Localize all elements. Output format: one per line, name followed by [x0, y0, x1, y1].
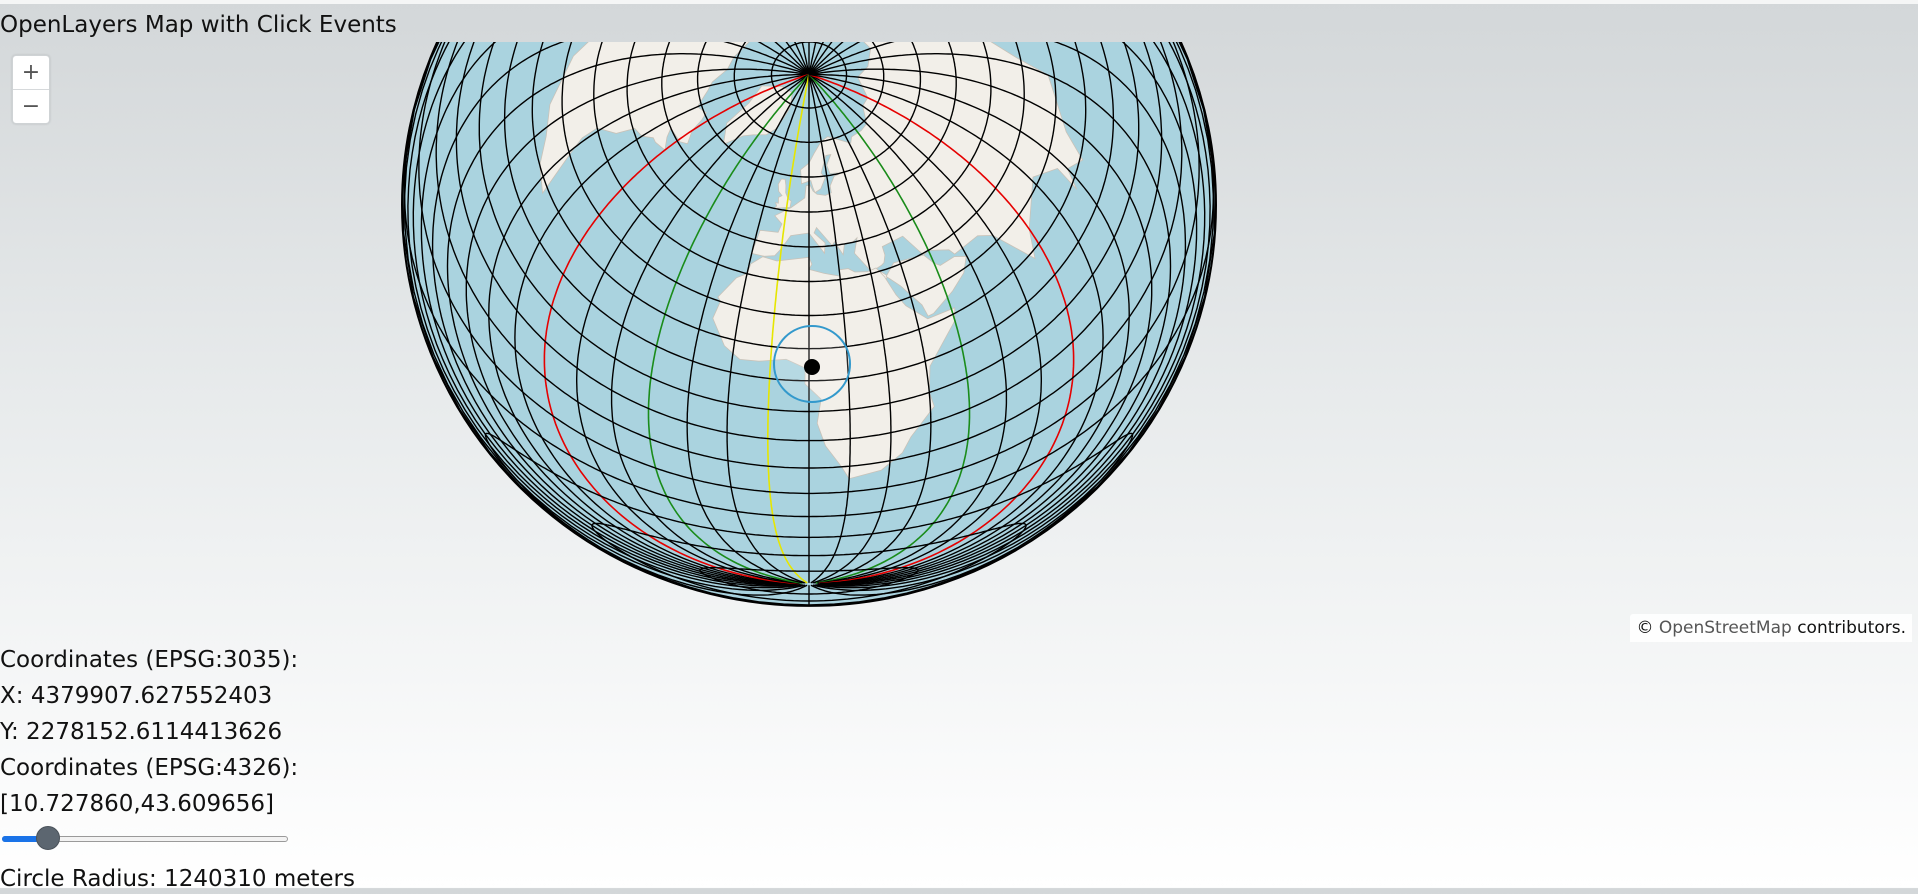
zoom-out-button[interactable]: −	[13, 89, 49, 123]
parallel-line	[484, 432, 1134, 606]
parallel-line	[626, 42, 992, 248]
meridian-line	[808, 42, 1198, 586]
parallel-line	[593, 42, 1025, 283]
parallel-line	[770, 42, 848, 109]
parallel-line	[478, 42, 1140, 413]
meridian-line	[407, 42, 810, 589]
parallel-line	[503, 42, 1115, 382]
parallel-line	[699, 566, 919, 595]
openstreetmap-link[interactable]: OpenStreetMap	[1658, 618, 1792, 638]
parallel-line	[403, 42, 1215, 518]
attribution-suffix: contributors.	[1797, 618, 1906, 638]
zoom-in-button[interactable]: +	[21, 60, 41, 85]
meridian-line	[431, 42, 810, 586]
coord-y: Y: 2278152.6114413626	[0, 719, 283, 745]
parallel-line	[661, 42, 957, 213]
radius-slider[interactable]	[0, 826, 290, 850]
parallel-line	[733, 42, 885, 143]
map-viewport[interactable]: + − © OpenStreetMap contributors.	[0, 42, 1918, 642]
coords-3035-label: Coordinates (EPSG:3035):	[0, 647, 299, 673]
meridian-line	[420, 42, 810, 586]
land-eurasia	[751, 42, 1084, 282]
parallel-line	[435, 42, 1183, 469]
black-dot-icon[interactable]	[804, 359, 820, 375]
coord-x: X: 4379907.627552403	[0, 683, 273, 709]
slider-thumb[interactable]	[35, 826, 60, 850]
graticule-layer	[402, 42, 1216, 606]
meridian-line	[808, 42, 1187, 586]
map-canvas[interactable]	[0, 42, 1918, 642]
copyright-symbol: ©	[1636, 618, 1654, 638]
parallel-line	[418, 42, 1200, 495]
attribution: © OpenStreetMap contributors.	[1630, 614, 1912, 642]
land-greenland	[723, 85, 793, 145]
meridian-line	[808, 42, 1206, 587]
top-border	[0, 0, 1918, 4]
zoom-control: + −	[12, 55, 50, 124]
page-title: OpenLayers Map with Click Events	[0, 12, 397, 38]
meridian-line	[412, 42, 810, 587]
globe-outline	[401, 42, 1217, 607]
parallel-line	[455, 42, 1163, 442]
coords-4326-label: Coordinates (EPSG:4326):	[0, 755, 299, 781]
parallel-line	[696, 42, 922, 178]
land-north-america	[539, 42, 804, 195]
land-arabia	[885, 254, 967, 317]
parallel-line	[531, 42, 1087, 350]
slider-fill	[2, 836, 48, 842]
coords-lonlat: [10.727860,43.609656]	[0, 791, 275, 817]
circle-radius-label: Circle Radius: 1240310 meters	[0, 866, 355, 892]
parallel-line	[561, 42, 1057, 317]
land-layer	[539, 42, 1084, 480]
meridian-line	[808, 42, 1215, 592]
parallel-line	[591, 522, 1027, 602]
meridian-line	[403, 42, 810, 592]
meridian-line	[808, 42, 1211, 589]
